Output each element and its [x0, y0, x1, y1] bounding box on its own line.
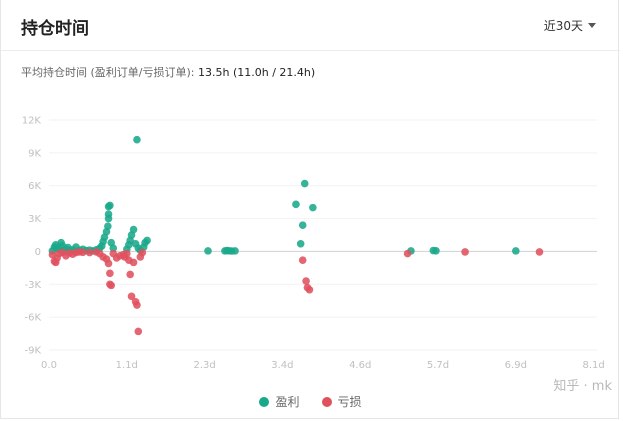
loss-point [535, 248, 544, 256]
loss-point [106, 269, 114, 278]
profit-point [104, 210, 113, 218]
profit-point [298, 221, 307, 229]
x-tick-label: 3.4d [271, 360, 293, 371]
y-tick-label: -9K [24, 346, 41, 357]
x-axis: 0.0 1.1d 2.3d 3.4d 4.6d 5.7d 6.9d 8.1d [41, 360, 605, 371]
x-tick-label: 1.1d [116, 360, 138, 371]
legend-item-profit[interactable]: 盈利 [259, 393, 300, 410]
x-tick-label: 8.1d [582, 360, 604, 371]
profit-point [231, 247, 239, 255]
profit-point [109, 244, 118, 252]
profit-point [106, 201, 114, 210]
loss-point [126, 270, 134, 279]
y-tick-label: -6K [24, 313, 41, 324]
loss-point [129, 258, 138, 267]
loss-point [134, 327, 143, 336]
profit-point [296, 239, 305, 248]
card-title: 持仓时间 [21, 19, 89, 39]
profit-point [432, 246, 440, 255]
profit-point [133, 135, 141, 144]
chevron-down-icon [588, 23, 596, 28]
loss-point [79, 248, 87, 257]
summary-value: 13.5h (11.0h / 21.4h) [198, 66, 316, 79]
y-tick-label: -3K [24, 280, 41, 291]
loss-point [138, 248, 147, 257]
profit-point [309, 203, 317, 212]
loss-point [298, 256, 307, 264]
profit-dot-icon [259, 396, 270, 407]
y-tick-label: 3K [28, 214, 41, 225]
y-axis: 12K 9K 6K 3K 0 -3K -6K -9K [22, 116, 42, 357]
loss-point [85, 248, 94, 257]
profit-point [204, 247, 212, 255]
x-tick-label: 5.7d [427, 360, 449, 371]
date-range-dropdown[interactable]: 近30天 [544, 17, 596, 34]
profit-point [143, 236, 151, 245]
loss-point [302, 277, 310, 285]
loss-point [305, 285, 314, 294]
profit-point [129, 225, 138, 234]
profit-point [292, 200, 300, 209]
watermark: 知乎 · mk [553, 379, 612, 394]
loss-point [123, 249, 131, 258]
scatter-chart: 12K 9K 6K 3K 0 -3K -6K -9K 0.0 1.1d 2.3d 3.4d 4.6d 5… [22, 116, 605, 372]
y-tick-label: 6K [28, 181, 41, 192]
card-header: 持仓时间 近30天 [1, 0, 620, 51]
legend-label-profit: 盈利 [275, 395, 300, 409]
loss-point [461, 248, 469, 256]
legend-item-loss[interactable]: 亏损 [321, 393, 362, 410]
profit-point [104, 222, 112, 231]
loss-dot-icon [321, 396, 332, 407]
x-tick-label: 4.6d [349, 360, 371, 371]
summary-label: 平均持仓时间 (盈利订单/亏损订单): [21, 66, 195, 79]
y-tick-label: 9K [28, 148, 41, 159]
loss-point [133, 301, 141, 309]
average-holding-summary: 平均持仓时间 (盈利订单/亏损订单): 13.5h (11.0h / 21.4h… [21, 64, 315, 80]
y-tick-label: 12K [22, 116, 42, 127]
profit-point [300, 179, 309, 188]
x-tick-label: 0.0 [41, 360, 57, 371]
legend-label-loss: 亏损 [337, 395, 362, 409]
profit-point [512, 247, 520, 255]
date-range-label: 近30天 [543, 19, 583, 33]
loss-point [104, 259, 113, 268]
data-points [48, 135, 544, 336]
chart-legend: 盈利 亏损 [1, 393, 620, 410]
y-tick-label: 0 [35, 247, 41, 258]
loss-point [127, 292, 136, 301]
loss-point [107, 281, 116, 290]
loss-point [403, 249, 412, 258]
x-tick-label: 6.9d [505, 360, 527, 371]
x-tick-label: 2.3d [193, 360, 215, 371]
